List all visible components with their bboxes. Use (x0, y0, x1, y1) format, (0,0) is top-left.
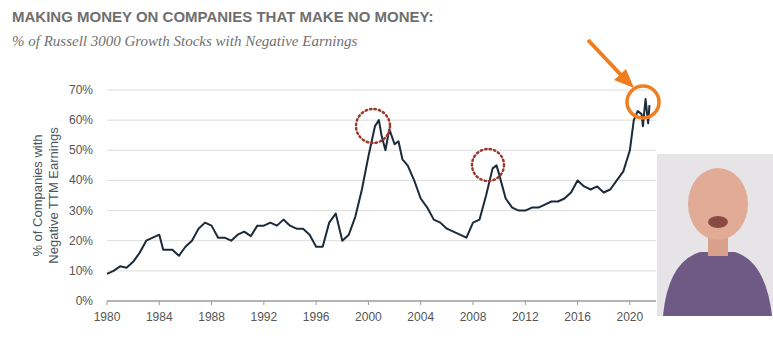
x-tick (629, 301, 630, 305)
photo-head (688, 168, 748, 240)
grid-line (107, 90, 656, 91)
x-tick (577, 301, 578, 305)
y-tick-label: 60% (69, 113, 93, 127)
grid-line (107, 210, 656, 211)
presenter-photo (657, 154, 773, 316)
x-tick (316, 301, 317, 305)
x-tick-label: 2016 (564, 310, 591, 324)
x-tick (473, 301, 474, 305)
y-axis-label: % of Companies withNegative TTM Earnings (30, 127, 61, 264)
grid-line (107, 120, 656, 121)
highlight-circle (472, 149, 504, 181)
photo-shirt (663, 252, 772, 316)
photo-mouth (708, 216, 728, 228)
y-tick-label: 70% (69, 83, 93, 97)
x-tick-label: 1984 (146, 310, 173, 324)
x-tick-label: 1988 (198, 310, 225, 324)
x-tick-label: 1980 (94, 310, 121, 324)
arrow-head (614, 69, 634, 88)
subtitle: % of Russell 3000 Growth Stocks with Neg… (12, 33, 357, 49)
x-tick-label: 1996 (303, 310, 330, 324)
x-tick (368, 301, 369, 305)
y-tick-label: 50% (69, 143, 93, 157)
x-axis-line (107, 301, 656, 302)
highlight-circle (356, 109, 390, 143)
y-tick-label: 10% (69, 264, 93, 278)
title: MAKING MONEY ON COMPANIES THAT MAKE NO M… (12, 8, 433, 25)
x-tick-label: 2000 (355, 310, 382, 324)
grid-line (107, 150, 656, 151)
x-tick-label: 2004 (407, 310, 434, 324)
x-tick (525, 301, 526, 305)
arrow-shaft (588, 40, 622, 76)
x-tick-label: 1992 (251, 310, 278, 324)
y-tick-label: 0% (76, 294, 94, 308)
x-tick (107, 301, 108, 305)
grid-line (107, 180, 656, 181)
data-line (107, 99, 649, 274)
highlight-circle-orange (627, 86, 659, 118)
photo-bg (657, 154, 773, 316)
y-tick-label: 30% (69, 204, 93, 218)
y-tick-label: 20% (69, 234, 93, 248)
grid-line (107, 240, 656, 241)
y-axis-label-line: % of Companies with (30, 134, 45, 256)
y-tick-label: 40% (69, 173, 93, 187)
x-tick-label: 2012 (512, 310, 539, 324)
x-tick (211, 301, 212, 305)
chart-svg: MAKING MONEY ON COMPANIES THAT MAKE NO M… (0, 0, 773, 351)
chart-wrap: MAKING MONEY ON COMPANIES THAT MAKE NO M… (0, 0, 773, 351)
x-tick-label: 2008 (460, 310, 487, 324)
plot-area (107, 99, 649, 274)
grid-line (107, 301, 656, 302)
x-tick (159, 301, 160, 305)
y-axis-label-line: Negative TTM Earnings (46, 127, 61, 264)
x-tick (420, 301, 421, 305)
x-tick-label: 2020 (617, 310, 644, 324)
grid-line (107, 270, 656, 271)
x-tick (263, 301, 264, 305)
